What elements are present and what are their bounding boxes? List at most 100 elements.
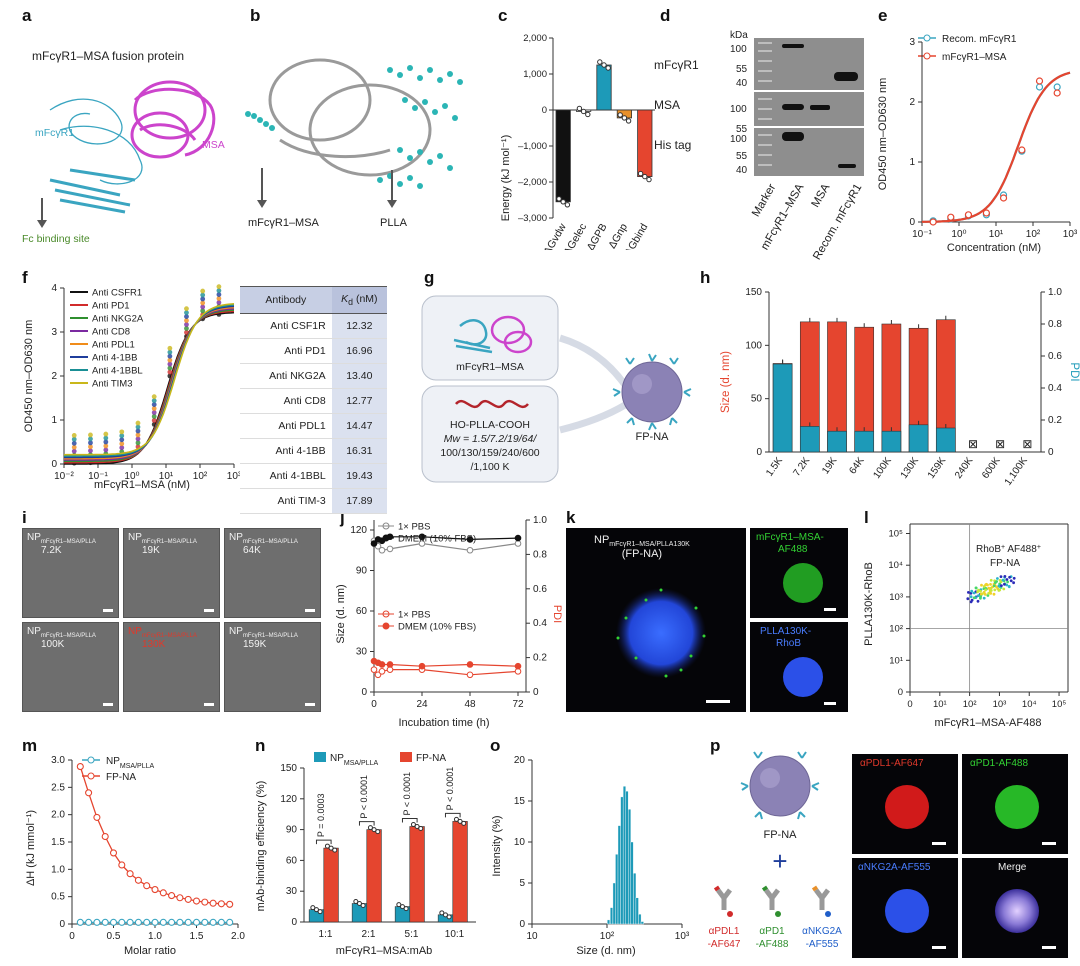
x-tick-label: 2.0 xyxy=(231,931,245,942)
data-point xyxy=(378,546,386,554)
data-point xyxy=(642,173,648,180)
histogram-bar xyxy=(615,854,619,925)
data-point xyxy=(118,918,126,926)
panel-label-h: h xyxy=(700,268,711,287)
panel-n-chart: mAb-binding efficiency (%) mFcγR1–MSA:mA… xyxy=(255,752,476,957)
data-point xyxy=(617,112,623,118)
plla-chains-image xyxy=(245,65,463,189)
flow-event xyxy=(1009,579,1013,583)
data-point xyxy=(209,899,217,907)
y-tick-label: 0 xyxy=(542,105,547,116)
table-row: Anti TIM-3 17.89 xyxy=(240,488,387,514)
data-point xyxy=(418,540,426,547)
data-point xyxy=(71,444,77,450)
data-point xyxy=(209,918,217,926)
flow-event xyxy=(999,575,1003,578)
kd-value: 19.43 xyxy=(331,463,387,489)
data-point xyxy=(453,816,459,822)
y-tick-label: 1.5 xyxy=(51,837,65,848)
confocal-red-blob xyxy=(885,785,929,829)
x-tick-label: 10⁻¹ xyxy=(912,229,932,240)
panel-d-lane-3: MSA xyxy=(809,182,833,210)
msa-ribbon-image xyxy=(130,80,216,159)
data-point xyxy=(371,827,377,833)
protein-ribbon-image xyxy=(268,58,432,177)
panel-h-chart: Size (d. nm) PDI 0 50 100 150 0 0.2 0.4 0.6 0.8 1… xyxy=(720,287,1080,488)
y-tick-label: –1,000 xyxy=(518,141,547,152)
panel-e-xlabel: Concentration (nM) xyxy=(947,242,1041,254)
data-point xyxy=(560,199,566,205)
kd-antibody: Anti NKG2A xyxy=(240,363,332,389)
x-tick-label: 0 xyxy=(69,931,75,942)
sem-tile-label: NPmFcγR1–MSA/PLLA 159K xyxy=(229,626,298,650)
data-point xyxy=(88,432,93,438)
data-point xyxy=(118,861,126,869)
data-point xyxy=(151,886,159,894)
panel-d-mw-2b: 55 xyxy=(736,124,748,135)
panel-m-legend-2: FP-NA xyxy=(106,772,136,783)
confocal-pdl1-label: αPDL1-AF647 xyxy=(860,758,924,769)
panel-g-mw-line-3: /1,100 K xyxy=(470,461,509,473)
data-point xyxy=(192,918,201,926)
kd-antibody: Anti CD8 xyxy=(240,388,332,414)
data-point xyxy=(184,310,189,316)
p-value: P < 0.0001 xyxy=(402,772,412,816)
panel-e-legend-marker-2 xyxy=(923,52,931,60)
panel-label-d: d xyxy=(660,6,671,25)
confocal-blue-blob-2 xyxy=(885,889,929,933)
flow-event xyxy=(993,581,997,584)
data-point xyxy=(151,410,157,415)
y-tick-label: 150 xyxy=(280,763,297,774)
data-point xyxy=(184,322,189,327)
panel-g-protein-box xyxy=(421,295,559,381)
y-tick-label: 3 xyxy=(909,37,915,48)
y-tick-label: 2 xyxy=(51,371,57,382)
panel-p-ab3-b: -AF555 xyxy=(806,939,839,950)
y-tick-label-left: 0 xyxy=(361,687,367,698)
data-point xyxy=(370,540,378,547)
panel-a-mfcgr1-label: mFcγR1 xyxy=(35,127,74,139)
y-tick-label: 0 xyxy=(909,217,915,228)
histogram-bar xyxy=(610,907,614,925)
fit-line xyxy=(922,71,1071,223)
y-tick-label-right: 0.8 xyxy=(1048,319,1062,330)
panel-label-i: i xyxy=(22,508,27,527)
x-tick-label: 10 xyxy=(526,931,538,942)
flow-event xyxy=(979,589,982,593)
confocal-main-image: NPmFcγR1–MSA/PLLA130K (FP-NA) xyxy=(566,528,746,712)
data-point xyxy=(184,918,192,926)
sem-tile-label: NPmFcγR1–MSA/PLLA 19K xyxy=(128,532,197,556)
data-point xyxy=(167,365,173,371)
confocal-af488-image: mFcγR1–MSA- AF488 xyxy=(750,528,848,618)
data-point xyxy=(151,406,157,411)
data-point xyxy=(403,906,409,912)
panel-j-ylabel-left: Size (d. nm) xyxy=(335,584,347,643)
y-tick-label: 3.0 xyxy=(51,755,65,766)
confocal-main-label: NPmFcγR1–MSA/PLLA130K (FP-NA) xyxy=(594,534,690,561)
flow-event xyxy=(983,593,987,596)
histogram-bar xyxy=(630,841,634,925)
sem-tile-159k: NPmFcγR1–MSA/PLLA 159K xyxy=(224,622,321,712)
data-point xyxy=(167,369,173,375)
histogram-bar xyxy=(607,919,611,925)
panel-d-mw-3a: 100 xyxy=(730,134,747,145)
y-tick-label: 10⁴ xyxy=(888,560,903,571)
panel-p-nanoparticle-image xyxy=(740,751,820,820)
panel-h-ylabel-right: PDI xyxy=(1068,362,1080,381)
data-point xyxy=(168,892,176,900)
panel-label-f: f xyxy=(22,268,28,287)
kd-header-k: K xyxy=(341,292,349,305)
data-point xyxy=(88,444,93,450)
panel-p-ab2-a: αPD1 xyxy=(759,926,785,937)
data-point xyxy=(71,433,77,438)
panel-b-label-2: PLLA xyxy=(380,217,408,229)
x-tick-label: 10³ xyxy=(1063,229,1077,240)
confocal-rhob-image: PLLA130K- RhoB xyxy=(750,622,848,712)
data-point xyxy=(1018,146,1026,154)
flow-event xyxy=(1012,581,1015,585)
data-point xyxy=(119,429,125,435)
x-tick-label: 130K xyxy=(899,455,922,481)
panel-n-ylabel: mAb-binding efficiency (%) xyxy=(255,781,267,912)
x-tick-label: 24 xyxy=(416,699,428,710)
data-point xyxy=(466,546,474,554)
